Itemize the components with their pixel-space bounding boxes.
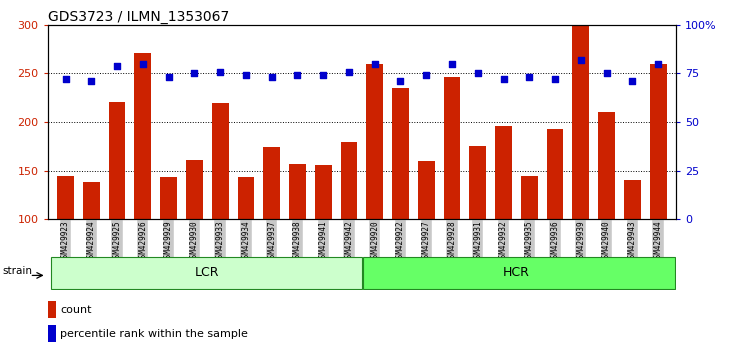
Point bbox=[446, 61, 458, 67]
Bar bbox=[418, 161, 435, 219]
Bar bbox=[48, 301, 56, 318]
Bar bbox=[135, 53, 151, 219]
Bar bbox=[624, 179, 641, 219]
Text: GDS3723 / ILMN_1353067: GDS3723 / ILMN_1353067 bbox=[48, 10, 229, 24]
Bar bbox=[48, 325, 56, 342]
Bar bbox=[366, 64, 383, 219]
Text: HCR: HCR bbox=[503, 266, 530, 279]
Point bbox=[240, 73, 251, 78]
Point bbox=[420, 73, 432, 78]
FancyBboxPatch shape bbox=[363, 257, 675, 289]
Point bbox=[395, 78, 406, 84]
Point bbox=[86, 78, 97, 84]
Point bbox=[189, 70, 200, 76]
Point bbox=[652, 61, 664, 67]
Point bbox=[60, 76, 72, 82]
Text: count: count bbox=[60, 305, 91, 315]
Point bbox=[214, 69, 226, 74]
Bar bbox=[263, 147, 280, 219]
Point bbox=[575, 57, 587, 63]
Bar bbox=[444, 77, 461, 219]
Bar bbox=[83, 183, 99, 219]
Point bbox=[266, 74, 278, 80]
Point bbox=[111, 63, 123, 68]
Bar bbox=[572, 25, 589, 219]
Point bbox=[601, 70, 613, 76]
Bar bbox=[57, 176, 74, 219]
FancyBboxPatch shape bbox=[51, 257, 362, 289]
Text: LCR: LCR bbox=[195, 266, 219, 279]
Point bbox=[343, 69, 355, 74]
Bar bbox=[109, 102, 126, 219]
Point bbox=[137, 61, 148, 67]
Point bbox=[317, 73, 329, 78]
Text: percentile rank within the sample: percentile rank within the sample bbox=[60, 329, 248, 338]
Bar bbox=[495, 126, 512, 219]
Bar bbox=[212, 103, 229, 219]
Point bbox=[369, 61, 381, 67]
Bar bbox=[521, 176, 538, 219]
Bar bbox=[650, 64, 667, 219]
Point bbox=[626, 78, 638, 84]
Bar bbox=[160, 177, 177, 219]
Point bbox=[523, 74, 535, 80]
Bar bbox=[238, 177, 254, 219]
Bar bbox=[392, 88, 409, 219]
Bar bbox=[289, 164, 306, 219]
Bar bbox=[598, 113, 615, 219]
Bar bbox=[469, 147, 486, 219]
Bar bbox=[547, 129, 564, 219]
Point bbox=[292, 73, 303, 78]
Text: strain: strain bbox=[2, 266, 32, 276]
Point bbox=[472, 70, 484, 76]
Point bbox=[549, 76, 561, 82]
Bar bbox=[341, 142, 357, 219]
Point bbox=[163, 74, 175, 80]
Point bbox=[498, 76, 510, 82]
Bar bbox=[315, 165, 332, 219]
Bar bbox=[186, 160, 202, 219]
